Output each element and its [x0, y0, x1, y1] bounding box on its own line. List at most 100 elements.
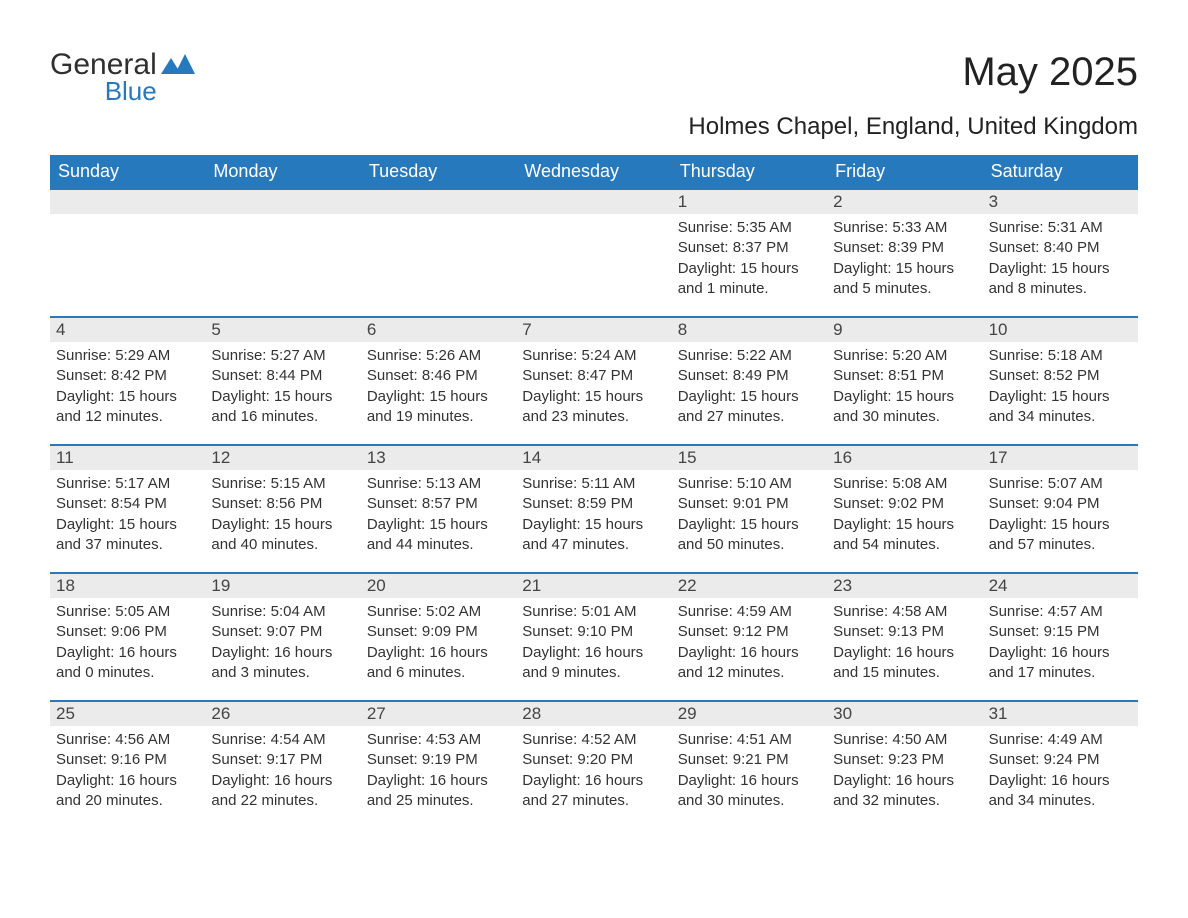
sunset-line: Sunset: 8:52 PM [989, 366, 1132, 386]
sunset-line: Sunset: 9:16 PM [56, 750, 199, 770]
daylight-line: Daylight: 16 hours and 34 minutes. [989, 771, 1132, 812]
cell-body: Sunrise: 5:33 AMSunset: 8:39 PMDaylight:… [827, 214, 982, 309]
flag-icon [161, 54, 195, 83]
sunrise-line: Sunrise: 5:01 AM [522, 602, 665, 622]
sunrise-line: Sunrise: 5:20 AM [833, 346, 976, 366]
sunrise-line: Sunrise: 5:02 AM [367, 602, 510, 622]
calendar-cell: 30Sunrise: 4:50 AMSunset: 9:23 PMDayligh… [827, 700, 982, 828]
page-title: May 2025 [962, 50, 1138, 95]
sunrise-line: Sunrise: 5:22 AM [678, 346, 821, 366]
calendar-cell: 20Sunrise: 5:02 AMSunset: 9:09 PMDayligh… [361, 572, 516, 700]
cell-body: Sunrise: 5:08 AMSunset: 9:02 PMDaylight:… [827, 470, 982, 565]
sunrise-line: Sunrise: 4:49 AM [989, 730, 1132, 750]
daylight-line: Daylight: 16 hours and 9 minutes. [522, 643, 665, 684]
daylight-line: Daylight: 15 hours and 37 minutes. [56, 515, 199, 556]
calendar-cell: 28Sunrise: 4:52 AMSunset: 9:20 PMDayligh… [516, 700, 671, 828]
calendar-cell: 23Sunrise: 4:58 AMSunset: 9:13 PMDayligh… [827, 572, 982, 700]
cell-body: Sunrise: 5:18 AMSunset: 8:52 PMDaylight:… [983, 342, 1138, 437]
day-number: 12 [205, 446, 360, 470]
calendar-cell: 15Sunrise: 5:10 AMSunset: 9:01 PMDayligh… [672, 444, 827, 572]
daylight-line: Daylight: 16 hours and 6 minutes. [367, 643, 510, 684]
sunset-line: Sunset: 8:40 PM [989, 238, 1132, 258]
sunset-line: Sunset: 8:47 PM [522, 366, 665, 386]
sunset-line: Sunset: 8:56 PM [211, 494, 354, 514]
sunset-line: Sunset: 8:59 PM [522, 494, 665, 514]
empty-daynum-bar [361, 190, 516, 214]
day-number: 5 [205, 318, 360, 342]
cell-body: Sunrise: 4:57 AMSunset: 9:15 PMDaylight:… [983, 598, 1138, 693]
sunset-line: Sunset: 8:39 PM [833, 238, 976, 258]
cell-body: Sunrise: 4:54 AMSunset: 9:17 PMDaylight:… [205, 726, 360, 821]
day-number: 7 [516, 318, 671, 342]
sunrise-line: Sunrise: 4:59 AM [678, 602, 821, 622]
sunrise-line: Sunrise: 5:31 AM [989, 218, 1132, 238]
daylight-line: Daylight: 16 hours and 30 minutes. [678, 771, 821, 812]
daylight-line: Daylight: 15 hours and 34 minutes. [989, 387, 1132, 428]
calendar-cell: 21 Sunrise: 5:01 AMSunset: 9:10 PMDayligh… [516, 572, 671, 700]
sunset-line: Sunset: 9:02 PM [833, 494, 976, 514]
day-number: 26 [205, 702, 360, 726]
sunrise-line: Sunrise: 5:17 AM [56, 474, 199, 494]
sunset-line: Sunset: 9:23 PM [833, 750, 976, 770]
sunset-line: Sunset: 8:46 PM [367, 366, 510, 386]
header: General Blue May 2025 [50, 50, 1138, 107]
logo-text: General Blue [50, 50, 157, 107]
day-number: 29 [672, 702, 827, 726]
day-header: Thursday [672, 155, 827, 188]
sunset-line: Sunset: 8:57 PM [367, 494, 510, 514]
calendar-cell: 3Sunrise: 5:31 AMSunset: 8:40 PMDaylight… [983, 188, 1138, 316]
day-header: Monday [205, 155, 360, 188]
cell-body: Sunrise: 5:26 AMSunset: 8:46 PMDaylight:… [361, 342, 516, 437]
cell-body: Sunrise: 5:10 AMSunset: 9:01 PMDaylight:… [672, 470, 827, 565]
cell-body: Sunrise: 5:20 AMSunset: 8:51 PMDaylight:… [827, 342, 982, 437]
calendar-cell: 1Sunrise: 5:35 AMSunset: 8:37 PMDaylight… [672, 188, 827, 316]
calendar-cell: 13Sunrise: 5:13 AMSunset: 8:57 PMDayligh… [361, 444, 516, 572]
day-number: 9 [827, 318, 982, 342]
daylight-line: Daylight: 15 hours and 1 minute. [678, 259, 821, 300]
empty-cell [50, 188, 205, 316]
cell-body: Sunrise: 5:22 AMSunset: 8:49 PMDaylight:… [672, 342, 827, 437]
empty-cell [205, 188, 360, 316]
cell-body: Sunrise: 4:59 AMSunset: 9:12 PMDaylight:… [672, 598, 827, 693]
day-number: 3 [983, 190, 1138, 214]
daylight-line: Daylight: 16 hours and 17 minutes. [989, 643, 1132, 684]
daylight-line: Daylight: 15 hours and 23 minutes. [522, 387, 665, 428]
cell-body: Sunrise: 4:51 AMSunset: 9:21 PMDaylight:… [672, 726, 827, 821]
daylight-line: Daylight: 16 hours and 20 minutes. [56, 771, 199, 812]
cell-body: Sunrise: 5:13 AMSunset: 8:57 PMDaylight:… [361, 470, 516, 565]
sunset-line: Sunset: 9:06 PM [56, 622, 199, 642]
day-number: 1 [672, 190, 827, 214]
sunrise-line: Sunrise: 5:24 AM [522, 346, 665, 366]
day-number: 18 [50, 574, 205, 598]
sunset-line: Sunset: 9:12 PM [678, 622, 821, 642]
sunrise-line: Sunrise: 5:07 AM [989, 474, 1132, 494]
day-number: 19 [205, 574, 360, 598]
daylight-line: Daylight: 15 hours and 40 minutes. [211, 515, 354, 556]
calendar-cell: 29Sunrise: 4:51 AMSunset: 9:21 PMDayligh… [672, 700, 827, 828]
sunset-line: Sunset: 9:15 PM [989, 622, 1132, 642]
day-header: Saturday [983, 155, 1138, 188]
day-number: 23 [827, 574, 982, 598]
day-number: 24 [983, 574, 1138, 598]
sunset-line: Sunset: 8:51 PM [833, 366, 976, 386]
sunrise-line: Sunrise: 5:11 AM [522, 474, 665, 494]
sunset-line: Sunset: 9:19 PM [367, 750, 510, 770]
cell-body: Sunrise: 5:27 AMSunset: 8:44 PMDaylight:… [205, 342, 360, 437]
day-number: 27 [361, 702, 516, 726]
cell-body: Sunrise: 5:07 AMSunset: 9:04 PMDaylight:… [983, 470, 1138, 565]
calendar-cell: 8Sunrise: 5:22 AMSunset: 8:49 PMDaylight… [672, 316, 827, 444]
sunrise-line: Sunrise: 4:52 AM [522, 730, 665, 750]
cell-body: Sunrise: 4:52 AMSunset: 9:20 PMDaylight:… [516, 726, 671, 821]
day-header: Sunday [50, 155, 205, 188]
sunrise-line: Sunrise: 4:57 AM [989, 602, 1132, 622]
cell-body: Sunrise: 4:53 AMSunset: 9:19 PMDaylight:… [361, 726, 516, 821]
sunset-line: Sunset: 9:20 PM [522, 750, 665, 770]
cell-body: Sunrise: 4:56 AMSunset: 9:16 PMDaylight:… [50, 726, 205, 821]
cell-body: Sunrise: 5:31 AMSunset: 8:40 PMDaylight:… [983, 214, 1138, 309]
sunrise-line: Sunrise: 4:58 AM [833, 602, 976, 622]
calendar-cell: 5Sunrise: 5:27 AMSunset: 8:44 PMDaylight… [205, 316, 360, 444]
sunset-line: Sunset: 9:10 PM [522, 622, 665, 642]
day-number: 21 [516, 574, 671, 598]
cell-body: Sunrise: 5:35 AMSunset: 8:37 PMDaylight:… [672, 214, 827, 309]
daylight-line: Daylight: 16 hours and 27 minutes. [522, 771, 665, 812]
